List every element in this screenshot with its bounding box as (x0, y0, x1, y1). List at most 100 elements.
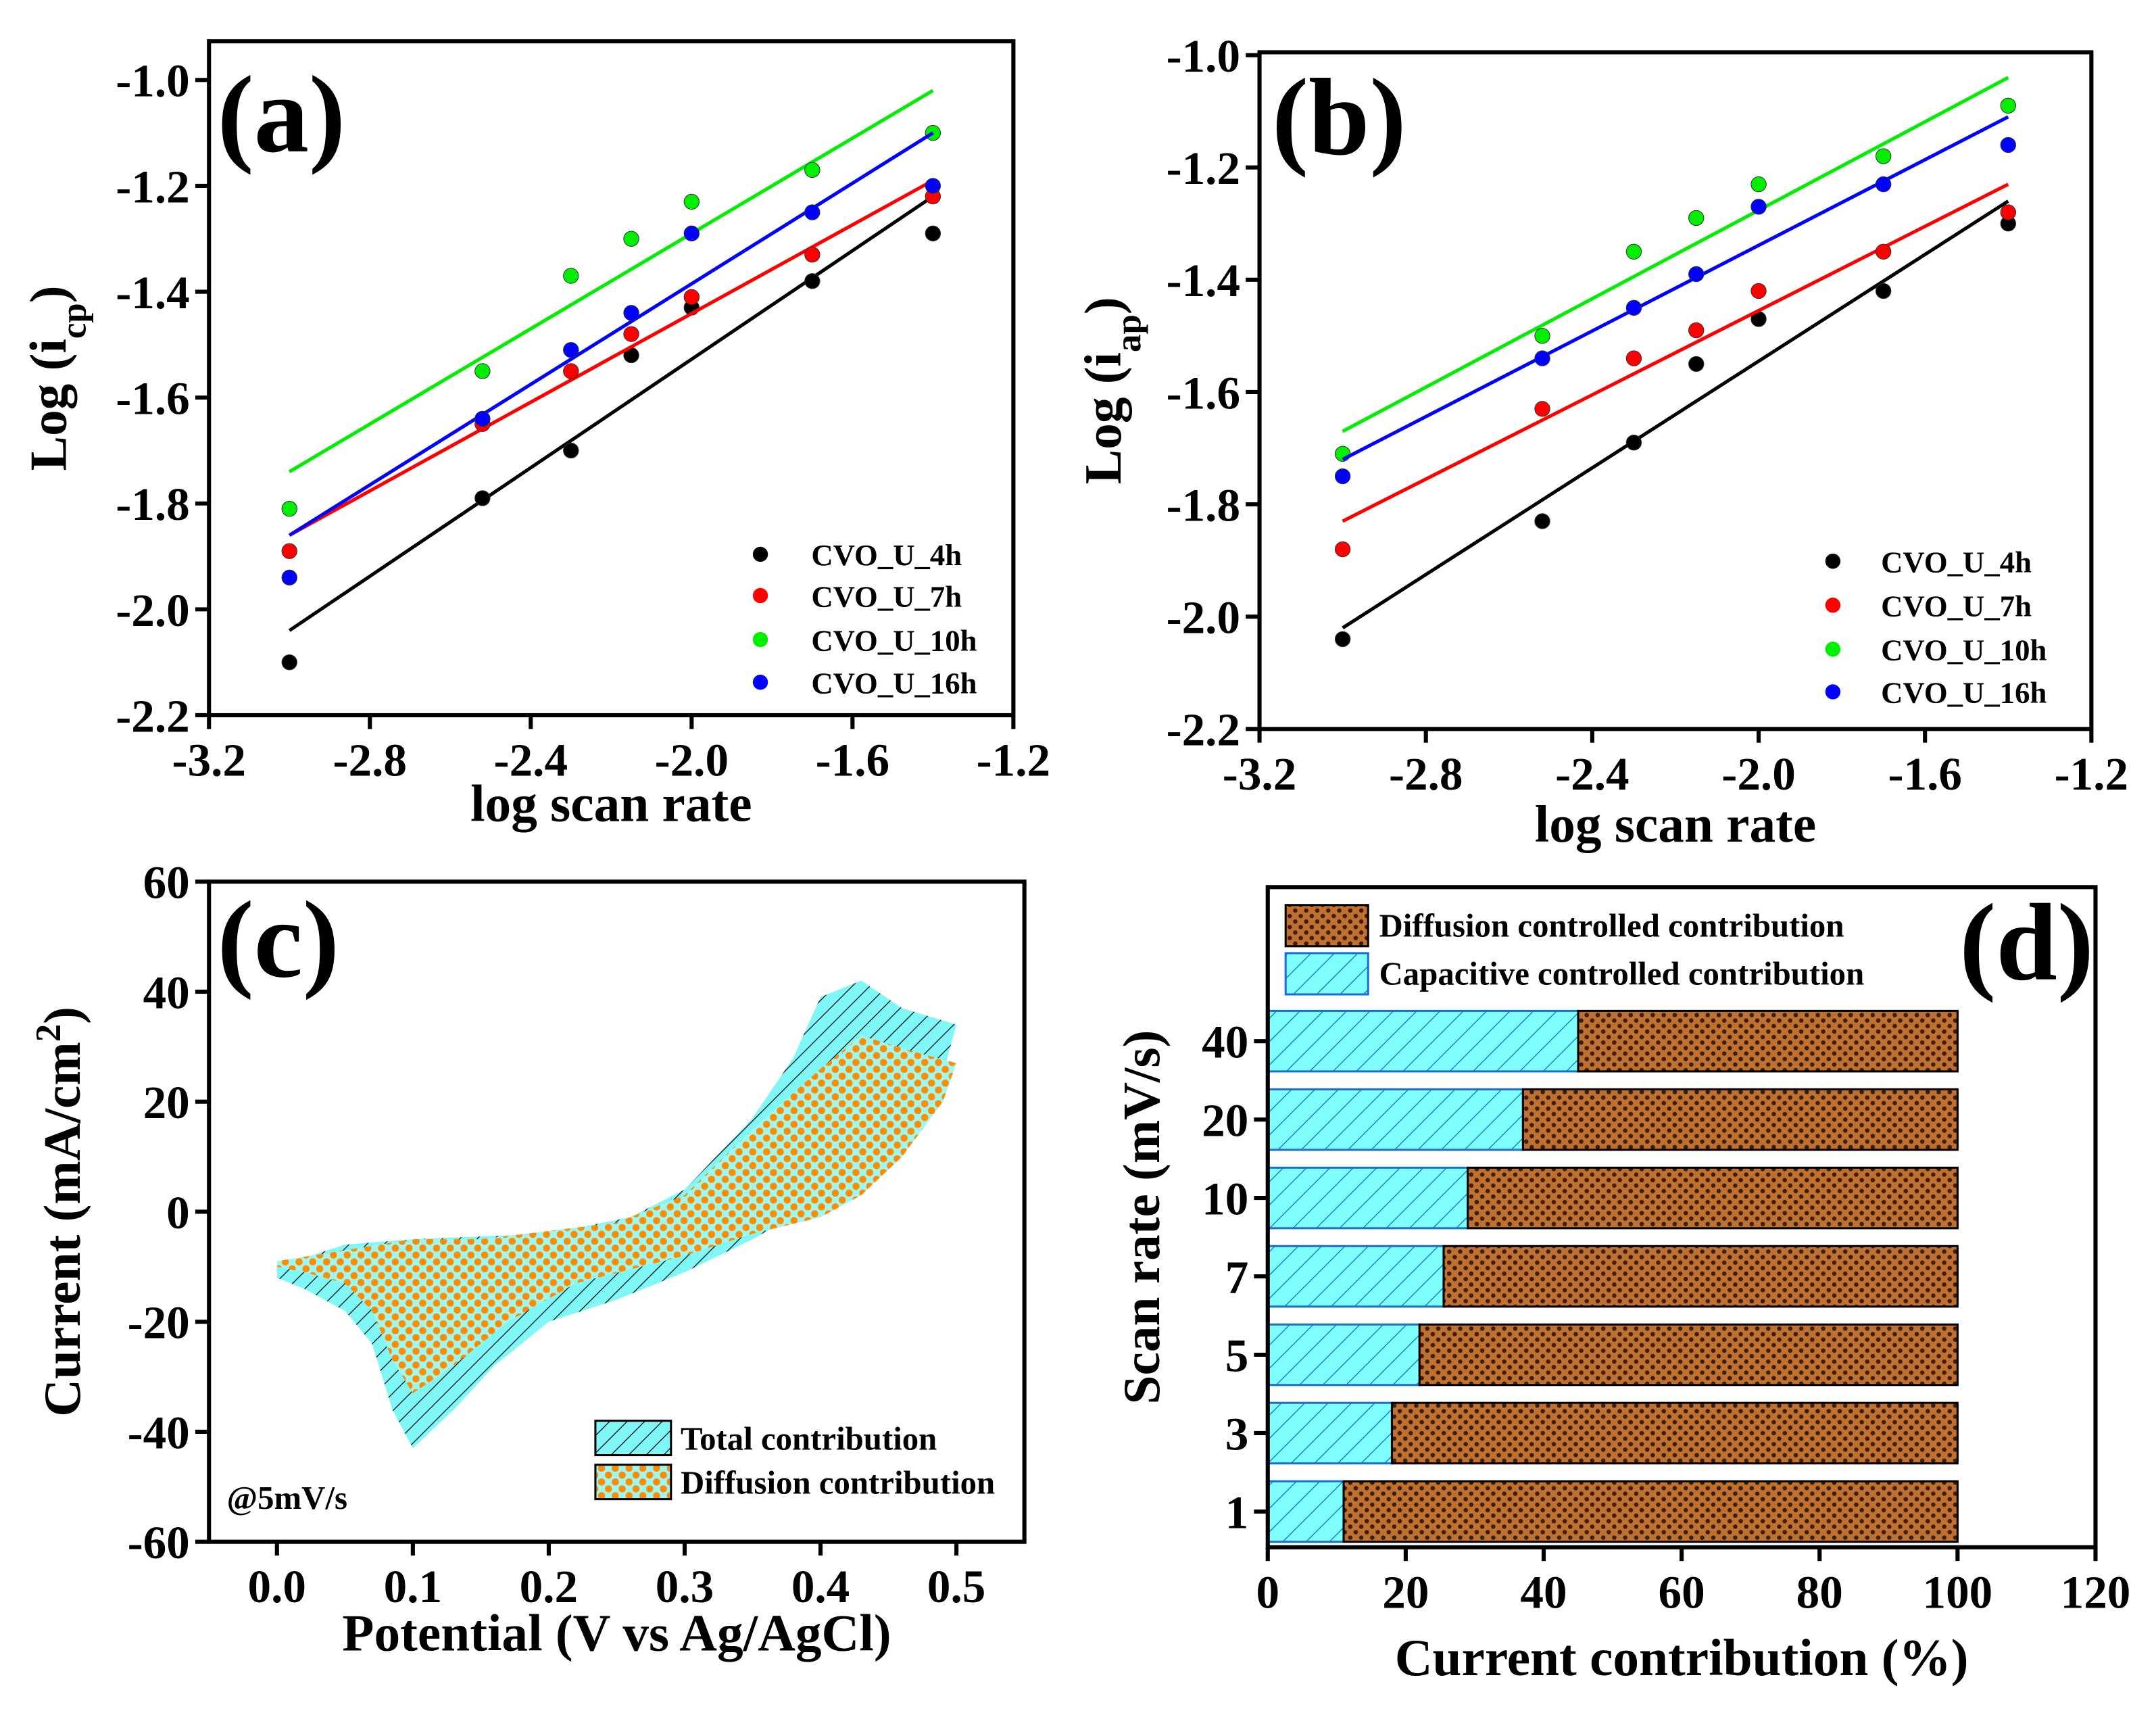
legend-label: CVO_U_16h (1881, 676, 2047, 710)
data-point (1625, 434, 1642, 451)
x-tick-label: -2.8 (333, 734, 407, 786)
data-point (804, 246, 820, 263)
bar-diffusion (1418, 1323, 1959, 1387)
legend-label: CVO_U_10h (811, 623, 977, 657)
fit-line (288, 89, 934, 473)
y-tick-label: -1.4 (1167, 254, 1240, 306)
bar-diffusion (1342, 1480, 1959, 1543)
legend-label: CVO_U_4h (1881, 545, 2032, 579)
y-tick-label: -1.0 (116, 55, 189, 107)
data-point (281, 500, 297, 517)
data-point (925, 225, 941, 242)
y-tick-label: 20 (143, 1076, 190, 1128)
y-tick-label: -2.0 (116, 584, 189, 636)
data-point (281, 654, 297, 671)
y-tick-label: -1.6 (116, 372, 189, 425)
x-axis-title: Current contribution (%) (1395, 1629, 1969, 1687)
x-tick-label: 0 (1256, 1566, 1279, 1618)
x-axis-title: log scan rate (1535, 795, 1816, 853)
bar-capacitive (1267, 1009, 1579, 1073)
bar-capacitive (1267, 1401, 1393, 1465)
data-point (1750, 176, 1767, 193)
legend-swatch (594, 1464, 672, 1501)
fit-line (288, 131, 934, 537)
y-tick-label: 5 (1225, 1329, 1249, 1381)
panel-d: 40 20 10 7 5 3 1 Diffusion controlled contribut… (1112, 882, 2130, 1687)
y-axis-title-superscript: 2 (29, 1024, 68, 1042)
x-tick-label: -3.2 (1223, 748, 1296, 800)
y-tick-label: -1.2 (116, 160, 189, 212)
data-point (563, 268, 579, 284)
panel-label: (d) (1959, 882, 2094, 1004)
x-tick-label: 20 (1382, 1566, 1429, 1618)
y-axis-title: Scan rate (mV/s) (1112, 1030, 1171, 1405)
y-tick-label: 10 (1202, 1172, 1248, 1224)
area-diffusion (276, 1036, 957, 1393)
data-point (1688, 356, 1705, 372)
series-CVO_U_10h (1334, 76, 2016, 462)
y-axis-title-subscript: ap (1109, 314, 1148, 352)
bar-diffusion (1442, 1245, 1959, 1308)
x-tick-label: 40 (1520, 1566, 1567, 1618)
x-tick-label: -3.2 (172, 734, 245, 786)
data-point (2000, 97, 2016, 114)
y-tick-label: -1.0 (1167, 30, 1240, 82)
y-tick-label: -1.8 (116, 478, 189, 530)
legend-label: CVO_U_4h (811, 538, 962, 572)
y-tick-label: 0 (166, 1186, 190, 1238)
data-point (1534, 350, 1550, 366)
data-point (1875, 176, 1892, 193)
data-point (2000, 137, 2016, 153)
y-tick-label: 3 (1225, 1407, 1249, 1460)
x-tick-label: -1.2 (977, 734, 1050, 786)
legend-swatch (594, 1420, 672, 1457)
data-point (1688, 266, 1705, 283)
y-axis-title-end: ) (33, 1007, 91, 1024)
legend-marker (1825, 553, 1841, 569)
series-CVO_U_16h (281, 131, 941, 586)
x-tick-label: 120 (2061, 1566, 2131, 1618)
x-tick-label: 60 (1659, 1566, 1705, 1618)
x-tick-label: -2.0 (1721, 748, 1795, 800)
data-point (1625, 243, 1642, 260)
bar-capacitive (1267, 1480, 1345, 1543)
data-point (563, 442, 579, 459)
y-axis-title: Log (icp) (20, 286, 94, 471)
data-point (1534, 401, 1550, 417)
legend-label: CVO_U_7h (1881, 589, 2032, 623)
y-tick-label: 20 (1202, 1094, 1248, 1147)
series-CVO_U_10h (281, 89, 941, 517)
y-axis-title: Current (mA/cm2) (29, 1007, 91, 1417)
y-tick-label: -1.2 (1167, 142, 1240, 194)
data-point (1625, 299, 1642, 316)
x-tick-label: -2.8 (1389, 748, 1463, 800)
panel-b: CVO_U_4h CVO_U_7h CVO_U_10h CVO_U_16h -3.2 -2… (1074, 30, 2128, 853)
bar-diffusion (1390, 1401, 1959, 1465)
y-axis-title-end: ) (1074, 297, 1132, 314)
legend-label: Diffusion controlled contribution (1379, 907, 1844, 944)
legend-marker (752, 587, 768, 604)
y-tick-label: 40 (1202, 1016, 1248, 1068)
data-point (683, 289, 700, 306)
series-CVO_U_4h (1334, 199, 2016, 648)
legend-marker (752, 674, 768, 690)
x-tick-label: 80 (1796, 1566, 1843, 1618)
x-tick-label: -1.6 (816, 734, 889, 786)
data-point (925, 178, 941, 194)
data-point (1875, 148, 1892, 164)
data-point (1334, 541, 1351, 558)
fit-line (1342, 199, 2009, 629)
panel-label: (b) (1272, 57, 1406, 178)
legend-marker (1825, 642, 1841, 657)
legend-label: CVO_U_10h (1881, 633, 2047, 667)
y-axis-title-main: Log (i (20, 339, 78, 471)
panel-label: (a) (217, 54, 345, 176)
data-point (804, 162, 820, 178)
series-CVO_U_7h (1334, 183, 2016, 558)
data-point (1875, 243, 1892, 260)
data-point (2000, 204, 2016, 220)
x-tick-label: -2.4 (1555, 748, 1629, 800)
data-point (623, 231, 639, 247)
data-point (1875, 283, 1892, 299)
